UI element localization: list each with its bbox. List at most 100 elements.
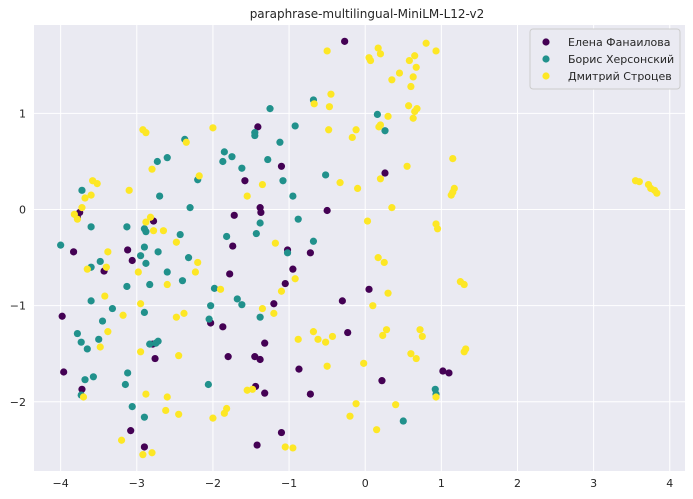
data-point [635,178,643,186]
data-point [348,133,356,142]
data-point [243,386,251,394]
data-point [142,218,150,226]
data-point [416,326,424,334]
data-point [219,323,227,331]
data-point [381,169,389,177]
data-point [178,277,187,285]
data-point [73,215,81,223]
data-point [93,179,101,188]
data-point [78,385,86,393]
data-point [127,427,135,435]
data-point [281,279,289,288]
data-point [432,47,440,55]
x-tick-label: −4 [53,477,69,490]
data-point [87,191,95,199]
data-point [257,208,265,217]
data-point [432,393,440,401]
data-point [83,265,91,273]
data-point [306,249,314,257]
legend-marker [542,72,550,80]
data-point [142,390,150,398]
data-point [81,194,89,202]
series-0 [58,37,453,451]
data-point [379,331,387,340]
data-point [96,257,104,266]
data-point [306,390,314,398]
data-point [220,148,228,156]
data-point [73,329,81,338]
data-point [78,204,86,212]
data-point [388,76,396,84]
data-point [289,265,297,273]
data-point [207,302,215,310]
data-point [172,238,180,246]
data-point [182,138,190,146]
data-point [373,426,381,434]
data-point [220,409,228,417]
data-point [325,103,334,111]
data-point [186,204,194,212]
data-point [163,268,171,276]
data-point [223,232,231,241]
legend-label: Дмитрий Строцев [568,70,672,83]
data-point [98,317,107,325]
data-point [422,39,430,47]
data-point [102,263,110,271]
data-point [392,401,400,409]
data-point [352,126,360,134]
data-point [341,37,349,45]
data-point [439,367,447,375]
x-tick-label: −2 [205,477,221,490]
x-tick-labels: −4 −3 −2 −1 0 1 2 3 4 [53,477,674,490]
data-point [152,339,160,347]
data-point [289,444,297,452]
data-point [277,162,286,170]
data-point [261,389,269,397]
data-point [270,300,278,308]
data-points [57,37,661,459]
x-tick-label: 0 [362,477,369,490]
data-point [279,177,287,185]
data-point [373,110,381,118]
data-point [241,177,249,185]
data-point [388,204,396,212]
data-point [78,186,86,194]
data-point [366,56,375,65]
data-point [412,63,420,71]
x-tick-label: 4 [666,477,673,490]
data-point [224,353,232,361]
data-point [123,223,131,231]
grid-lines [34,25,685,471]
data-point [146,213,155,221]
data-point [653,189,661,197]
y-tick-label: −2 [10,396,26,409]
data-point [104,248,112,256]
data-point [195,172,203,180]
data-point [146,280,154,289]
x-tick-label: 3 [590,477,597,490]
data-point [277,428,286,437]
data-point [226,270,234,278]
data-point [418,332,426,341]
data-point [209,414,217,422]
data-point [261,339,269,347]
data-point [256,219,264,227]
series-2 [70,39,661,459]
x-tick-label: 1 [438,477,445,490]
x-tick-label: −3 [129,477,145,490]
data-point [87,297,95,305]
data-point [251,131,259,140]
data-point [117,436,126,444]
data-point [139,451,147,459]
y-tick-label: −1 [10,300,26,313]
data-point [295,365,303,373]
data-point [251,353,259,361]
data-point [253,441,261,449]
data-point [219,157,227,166]
legend-marker [542,55,550,63]
data-point [142,228,150,236]
data-point [162,406,170,415]
data-point [353,184,362,193]
data-point [128,402,136,411]
data-point [291,275,299,283]
